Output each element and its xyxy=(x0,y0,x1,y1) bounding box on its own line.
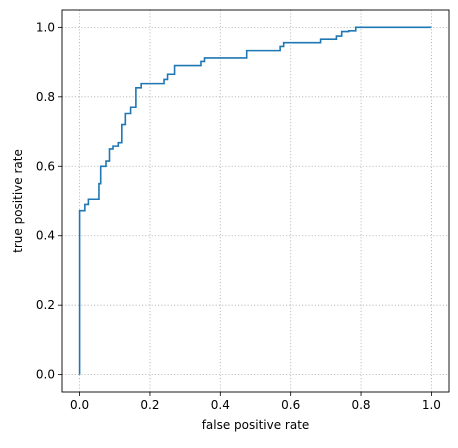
roc-curve-line xyxy=(78,26,432,375)
x-tick-label: 0.0 xyxy=(70,398,89,412)
y-tick-label: 0.6 xyxy=(36,159,55,173)
y-tick-label: 0.2 xyxy=(36,298,55,312)
y-tick-label: 1.0 xyxy=(36,20,55,34)
x-tick-label: 0.6 xyxy=(281,398,300,412)
y-tick-label: 0.0 xyxy=(36,368,55,382)
x-axis-label: false positive rate xyxy=(202,418,310,432)
x-tick-label: 0.2 xyxy=(140,398,159,412)
y-axis-label: true positive rate xyxy=(11,149,25,253)
x-tick-label: 0.8 xyxy=(351,398,370,412)
y-tick-label: 0.8 xyxy=(36,90,55,104)
axis-ticks: 0.0 0.2 0.4 0.6 0.8 1.0 0.0 0.2 0.4 0.6 0.8 1.0 xyxy=(36,20,441,412)
y-tick-label: 0.4 xyxy=(36,229,55,243)
x-tick-label: 0.4 xyxy=(211,398,230,412)
plot-frame xyxy=(61,9,450,393)
x-tick-label: 1.0 xyxy=(422,398,441,412)
grid xyxy=(62,10,449,392)
